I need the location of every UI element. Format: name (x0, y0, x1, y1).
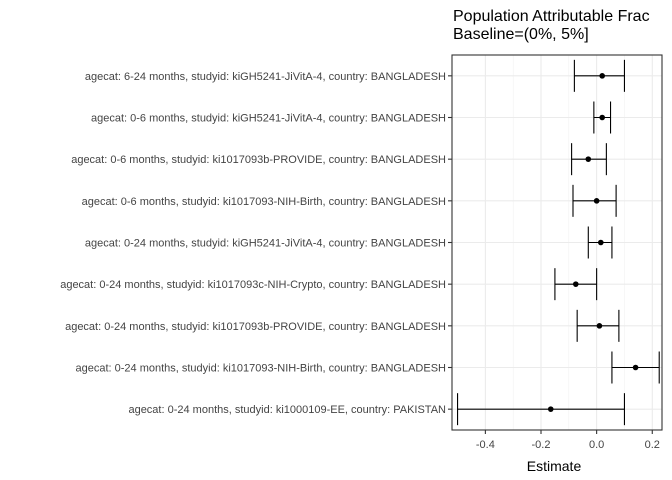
point-estimate (632, 364, 639, 371)
x-axis-title: Estimate (527, 458, 582, 474)
y-tick-label: agecat: 0-24 months, studyid: ki1017093c… (60, 279, 446, 291)
plot-panel: agecat: 6-24 months, studyid: kiGH5241-J… (60, 54, 663, 451)
point-estimate (547, 406, 554, 412)
point-estimate (598, 239, 604, 246)
x-tick-label: -0.4 (476, 439, 495, 451)
chart-title-line-1: Population Attributable Frac (453, 8, 650, 25)
y-tick-label: agecat: 6-24 months, studyid: kiGH5241-J… (85, 71, 446, 83)
x-tick-label: -0.2 (532, 439, 551, 451)
y-tick-label: agecat: 0-24 months, studyid: ki1017093-… (75, 363, 446, 375)
point-estimate (593, 198, 600, 204)
point-estimate (596, 323, 603, 329)
y-tick-label: agecat: 0-6 months, studyid: ki1017093b-… (71, 154, 446, 166)
y-tick-label: agecat: 0-6 months, studyid: kiGH5241-Ji… (91, 113, 446, 125)
chart-title-line-2: Baseline=(0%, 5%] (453, 26, 589, 43)
point-estimate (599, 73, 605, 79)
y-tick-label: agecat: 0-24 months, studyid: ki1000109-… (128, 404, 446, 416)
y-tick-label: agecat: 0-24 months, studyid: kiGH5241-J… (85, 238, 446, 250)
point-estimate (585, 156, 592, 162)
x-tick-label: 0.2 (645, 439, 660, 451)
x-tick-label: 0.0 (589, 439, 604, 451)
y-tick-label: agecat: 0-24 months, studyid: ki1017093b… (65, 321, 446, 333)
y-tick-label: agecat: 0-6 months, studyid: ki1017093-N… (82, 196, 446, 208)
point-estimate (572, 281, 579, 287)
point-estimate (599, 114, 605, 121)
